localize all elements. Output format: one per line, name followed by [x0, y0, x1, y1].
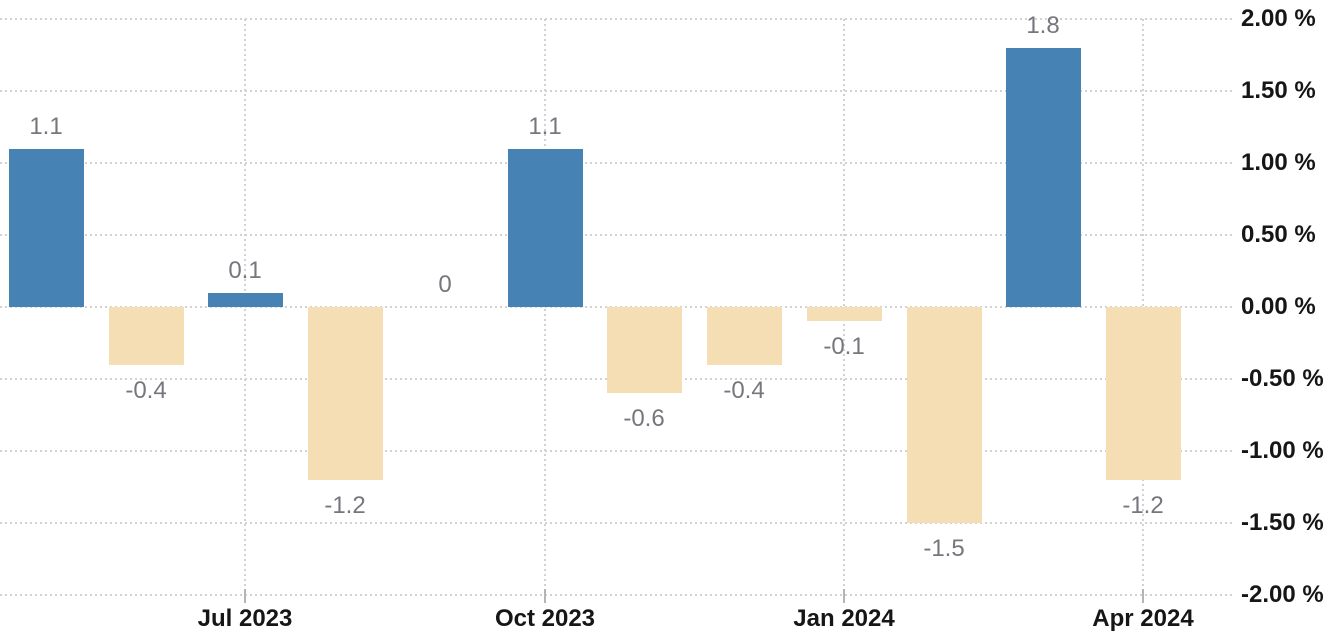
bar-value-label: 0.1 — [228, 257, 262, 284]
bar-value-label: -1.5 — [923, 535, 965, 562]
x-axis-tick — [843, 589, 845, 603]
h-gridline — [0, 234, 1233, 236]
bar-value-label: -1.2 — [324, 492, 366, 519]
bar[interactable] — [207, 293, 283, 307]
bar[interactable] — [1105, 307, 1181, 480]
h-gridline — [0, 162, 1233, 164]
bar-value-label: -0.4 — [125, 377, 167, 404]
h-gridline — [0, 450, 1233, 452]
y-tick-label: 0.50 % — [1241, 221, 1316, 248]
x-axis-tick — [244, 589, 246, 603]
bar-value-label: 1.1 — [528, 113, 562, 140]
bar-value-label: -1.2 — [1122, 492, 1164, 519]
x-axis-tick — [544, 589, 546, 603]
bar[interactable] — [8, 149, 84, 307]
bar-value-label: 0 — [438, 271, 452, 298]
x-tick-label: Apr 2024 — [1092, 605, 1194, 632]
v-gridline — [544, 19, 546, 595]
bar[interactable] — [806, 307, 882, 321]
bar[interactable] — [507, 149, 583, 307]
x-tick-label: Jul 2023 — [197, 605, 293, 632]
bar[interactable] — [108, 307, 184, 365]
bar-value-label: 1.8 — [1026, 12, 1060, 39]
bar-value-label: -0.4 — [723, 377, 765, 404]
y-tick-label: -0.50 % — [1241, 365, 1324, 392]
bar[interactable] — [307, 307, 383, 480]
y-tick-label: 1.50 % — [1241, 77, 1316, 104]
bar[interactable] — [906, 307, 982, 523]
h-gridline — [0, 18, 1233, 20]
y-tick-label: 2.00 % — [1241, 5, 1316, 32]
x-tick-label: Oct 2023 — [494, 605, 596, 632]
y-tick-label: 0.00 % — [1241, 293, 1316, 320]
bar-value-label: -0.6 — [623, 405, 665, 432]
v-gridline — [244, 19, 246, 595]
bar[interactable] — [706, 307, 782, 365]
y-tick-label: -1.50 % — [1241, 509, 1324, 536]
y-tick-label: -1.00 % — [1241, 437, 1324, 464]
y-tick-label: 1.00 % — [1241, 149, 1316, 176]
bar-value-label: -0.1 — [823, 333, 865, 360]
y-tick-label: -2.00 % — [1241, 581, 1324, 608]
bar[interactable] — [1005, 48, 1081, 307]
x-axis-tick — [1142, 589, 1144, 603]
bar-value-label: 1.1 — [29, 113, 63, 140]
bar[interactable] — [606, 307, 682, 393]
h-gridline — [0, 90, 1233, 92]
h-gridline — [0, 594, 1233, 596]
x-tick-label: Jan 2024 — [793, 605, 895, 632]
h-gridline — [0, 522, 1233, 524]
